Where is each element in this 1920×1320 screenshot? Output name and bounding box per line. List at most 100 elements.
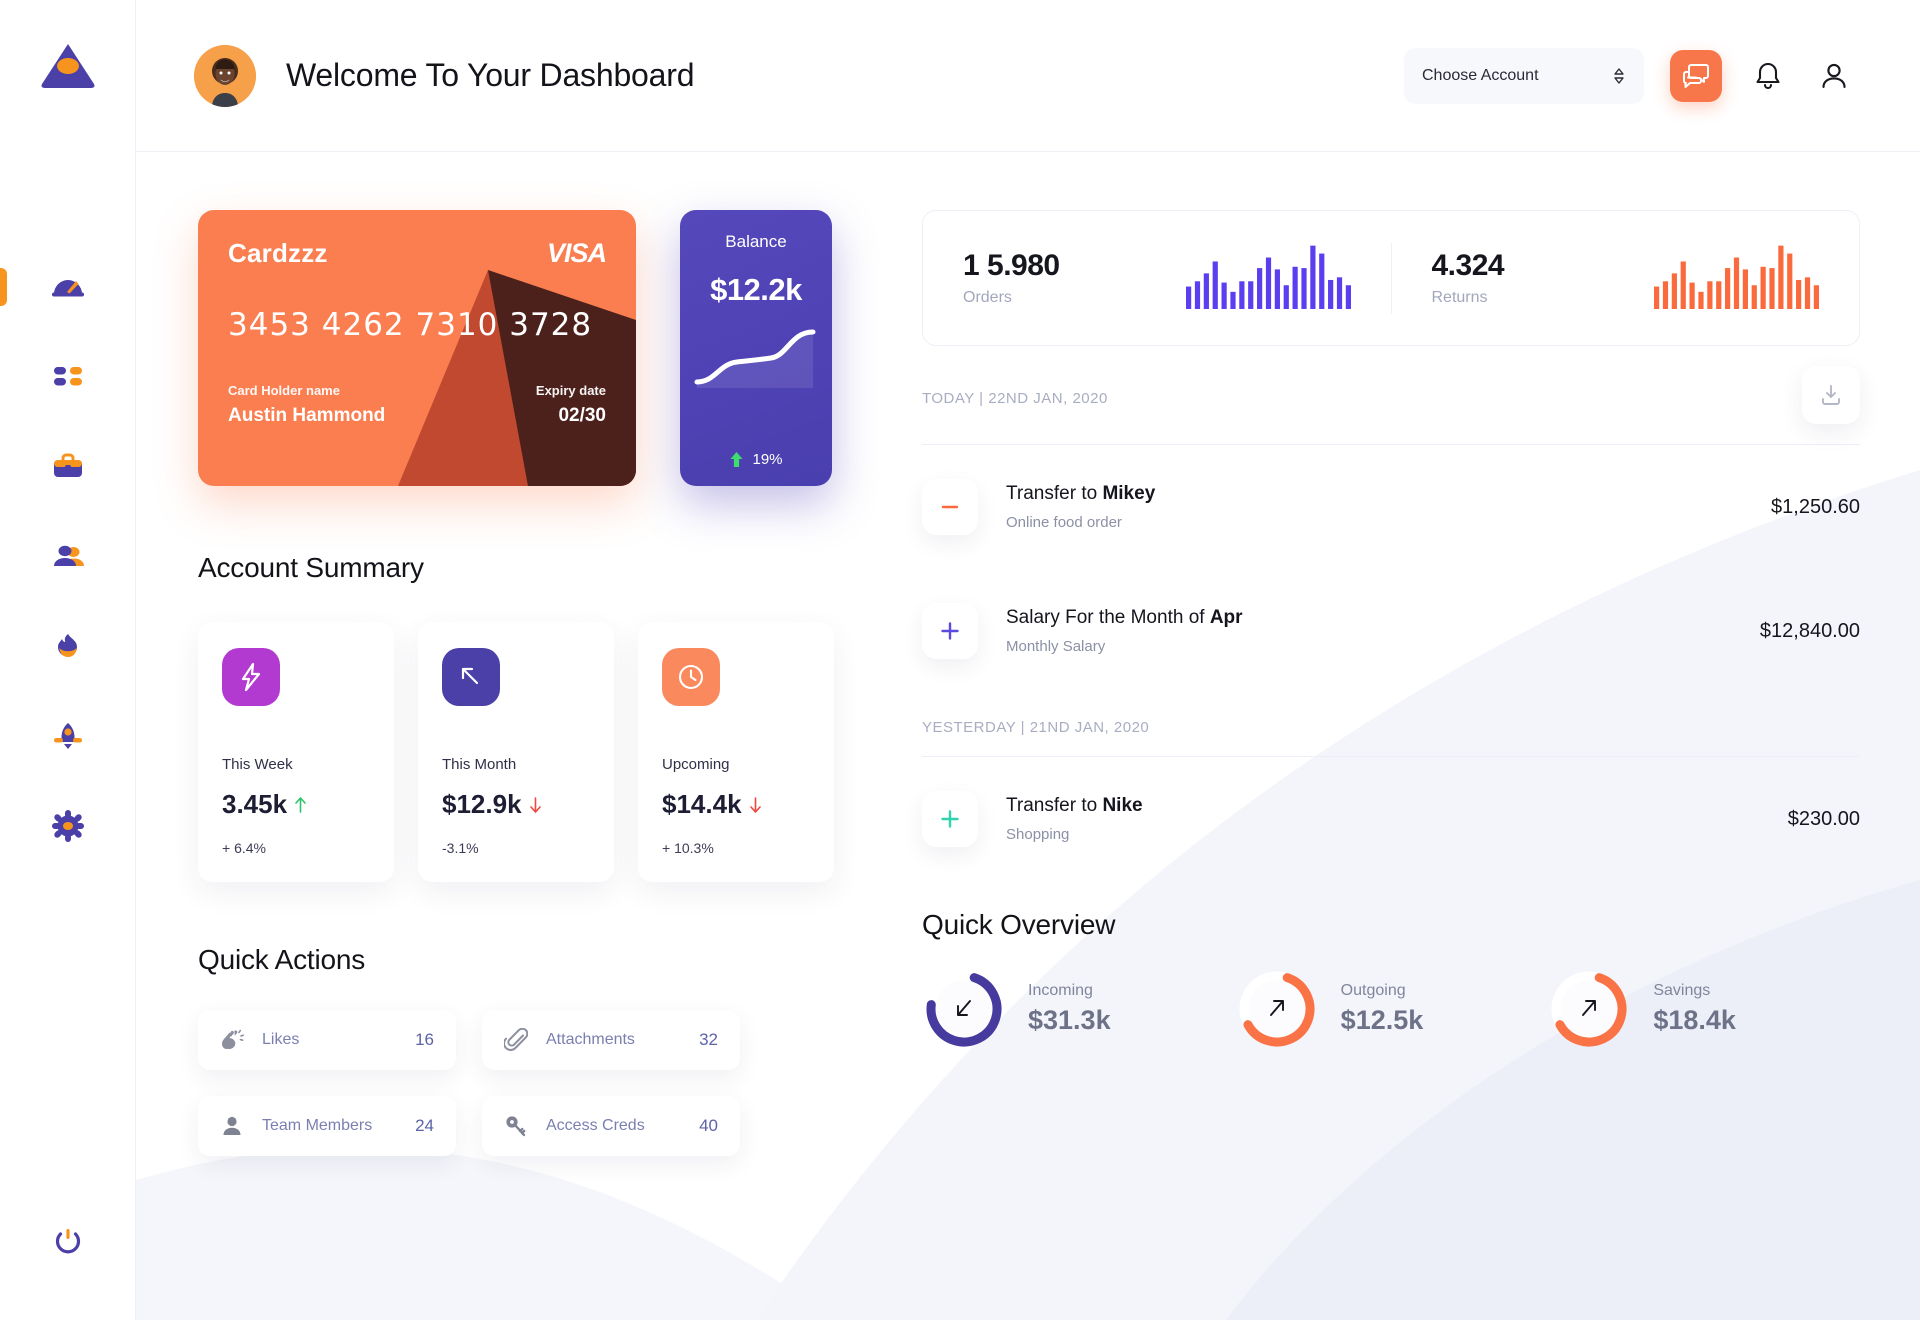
savings-donut <box>1547 967 1631 1051</box>
summary-card-this-month[interactable]: This Month $12.9k -3.1% <box>418 622 614 882</box>
chevron-updown-icon <box>1614 67 1624 84</box>
table-row[interactable]: Transfer to Mikey Online food order $1,2… <box>922 445 1860 569</box>
quick-overview-label: Savings <box>1653 982 1711 999</box>
stat-orders-label: Orders <box>963 289 1012 306</box>
table-row[interactable]: Salary For the Month of Apr Monthly Sala… <box>922 569 1860 693</box>
summary-card-upcoming[interactable]: Upcoming $14.4k + 10.3% <box>638 622 834 882</box>
transactions-group-header-yesterday: YESTERDAY | 21ND JAN, 2020 <box>922 719 1860 757</box>
summary-value-row: $14.4k <box>662 789 810 820</box>
sidebar-item-projects[interactable] <box>0 446 135 486</box>
quick-action-count: 40 <box>699 1116 718 1135</box>
card-holder-block: Card Holder name Austin Hammond <box>228 383 385 427</box>
transaction-title: Salary For the Month of Apr <box>1006 607 1243 629</box>
summary-label: Upcoming <box>662 756 730 773</box>
sidebar-item-settings[interactable] <box>0 806 135 846</box>
arrow-up-icon <box>730 452 743 467</box>
quick-action-attachments[interactable]: Attachments 32 <box>482 1010 740 1070</box>
balance-value: $12.2k <box>710 272 802 307</box>
incoming-donut <box>922 967 1006 1051</box>
sidebar-item-trending[interactable] <box>0 626 135 666</box>
stat-orders: 1 5.980 Orders <box>923 243 1391 314</box>
quick-overview-incoming[interactable]: Incoming $31.3k <box>922 967 1235 1051</box>
gear-icon <box>51 810 84 842</box>
balance-delta-value: 19% <box>752 451 783 468</box>
quick-action-count: 16 <box>415 1030 434 1049</box>
transaction-amount: $230.00 <box>1787 807 1860 830</box>
quick-action-likes[interactable]: Likes 16 <box>198 1010 456 1070</box>
stat-returns-value: 4.324 <box>1431 249 1505 282</box>
account-summary-title: Account Summary <box>198 552 424 583</box>
summary-value: $12.9k <box>442 789 522 819</box>
clapping-hands-icon <box>220 1028 246 1052</box>
transaction-date-label: YESTERDAY | 21ND JAN, 2020 <box>922 719 1150 736</box>
sidebar-item-launch[interactable] <box>0 716 135 756</box>
summary-value: $14.4k <box>662 789 742 819</box>
credit-card[interactable]: Cardzzz VISA 3453 4262 7310 3728 Card Ho… <box>198 210 636 486</box>
bell-icon <box>1756 62 1780 89</box>
card-expiry-label: Expiry date <box>535 383 606 398</box>
quick-overview-outgoing[interactable]: Outgoing $12.5k <box>1235 967 1548 1051</box>
transaction-title-bold: Nike <box>1102 795 1143 816</box>
transaction-sign-plus <box>922 791 978 847</box>
transaction-body: Transfer to Mikey Online food order <box>1006 483 1155 531</box>
quick-overview-savings[interactable]: Savings $18.4k <box>1547 967 1860 1051</box>
user-avatar[interactable] <box>194 44 256 107</box>
transaction-subtitle: Shopping <box>1006 826 1070 843</box>
power-icon[interactable] <box>48 1222 88 1262</box>
sidebar-nav <box>0 266 135 846</box>
balance-sparkline <box>693 318 819 397</box>
stat-returns: 4.324 Returns <box>1390 242 1860 314</box>
transaction-subtitle: Monthly Salary <box>1006 638 1106 655</box>
card-holder-label: Card Holder name <box>228 383 340 398</box>
chat-bubbles-icon <box>1683 63 1709 88</box>
summary-pct: + 10.3% <box>662 840 714 856</box>
sidebar-item-team[interactable] <box>0 536 135 576</box>
quick-action-count: 32 <box>699 1030 718 1049</box>
balance-card[interactable]: Balance $12.2k 19% <box>680 210 832 486</box>
quick-action-access-creds[interactable]: Access Creds 40 <box>482 1096 740 1156</box>
main-area: Welcome To Your Dashboard Choose Account <box>136 0 1920 1320</box>
table-row[interactable]: Transfer to Nike Shopping $230.00 <box>922 757 1860 881</box>
rocket-icon <box>53 723 82 749</box>
orders-sparkline <box>1185 243 1351 314</box>
stat-returns-label: Returns <box>1431 289 1488 306</box>
download-button[interactable] <box>1802 366 1860 424</box>
transaction-date-label: TODAY | 22ND JAN, 2020 <box>922 390 1108 407</box>
credit-card-bottom: Card Holder name Austin Hammond Expiry d… <box>228 383 606 427</box>
briefcase-icon <box>53 453 82 477</box>
chat-button[interactable] <box>1670 49 1722 102</box>
summary-value-row: $12.9k <box>442 789 590 820</box>
sidebar-item-apps[interactable] <box>0 356 135 396</box>
profile-button[interactable] <box>1814 56 1854 96</box>
left-column: Cardzzz VISA 3453 4262 7310 3728 Card Ho… <box>198 210 866 1156</box>
transaction-sign-plus <box>922 603 978 659</box>
transaction-title-bold: Apr <box>1209 607 1243 628</box>
stats-panel: 1 5.980 Orders 4.324 Returns <box>922 210 1860 346</box>
users-icon <box>53 545 84 566</box>
transaction-amount: $1,250.60 <box>1771 495 1860 518</box>
page-title: Welcome To Your Dashboard <box>286 57 695 93</box>
sidebar-item-dashboard[interactable] <box>0 266 135 306</box>
person-filled-icon <box>220 1114 246 1138</box>
stat-returns-text: 4.324 Returns <box>1432 249 1505 307</box>
transaction-title-prefix: Transfer to <box>1006 795 1103 816</box>
card-expiry-block: Expiry date 02/30 <box>536 383 606 427</box>
quick-actions-title: Quick Actions <box>198 944 366 975</box>
stat-orders-text: 1 5.980 Orders <box>963 249 1060 307</box>
card-holder-name: Austin Hammond <box>228 405 386 426</box>
quick-action-label: Attachments <box>546 1031 635 1048</box>
credit-card-top: Cardzzz VISA <box>228 238 607 269</box>
arrow-up-right-icon <box>1235 967 1319 1051</box>
lightning-bolt-icon <box>222 648 280 706</box>
visa-logo: VISA <box>546 238 607 268</box>
arrow-up-icon <box>295 796 306 813</box>
app-logo[interactable] <box>38 36 98 96</box>
clock-icon <box>662 648 720 706</box>
notifications-button[interactable] <box>1748 56 1788 96</box>
arrow-up-right-icon <box>1547 967 1631 1051</box>
summary-card-this-week[interactable]: This Week 3.45k + 6.4% <box>198 622 394 882</box>
arrow-down-icon <box>749 796 761 813</box>
account-summary-cards: This Week 3.45k + 6.4% <box>198 622 866 882</box>
quick-action-team-members[interactable]: Team Members 24 <box>198 1096 456 1156</box>
account-select[interactable]: Choose Account <box>1404 47 1644 104</box>
